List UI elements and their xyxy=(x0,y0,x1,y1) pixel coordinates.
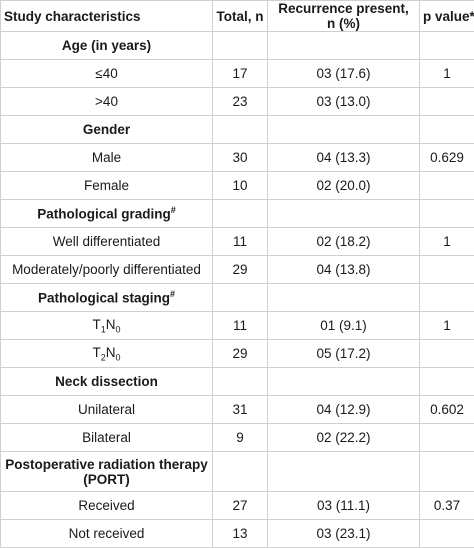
stage-t: T xyxy=(92,317,100,332)
table-row: T1N0 11 01 (9.1) 1 xyxy=(1,312,474,340)
header-recurrence-line2: n (%) xyxy=(327,16,360,31)
row-p-value xyxy=(420,340,474,368)
section-row: Gender xyxy=(1,116,474,144)
row-label: Bilateral xyxy=(1,424,213,452)
table-header-row: Study characteristics Total, n Recurrenc… xyxy=(1,1,474,32)
row-recurrence: 04 (13.8) xyxy=(268,256,420,284)
row-label: Unilateral xyxy=(1,396,213,424)
footnote-mark: # xyxy=(171,205,176,215)
row-total: 23 xyxy=(213,88,268,116)
section-row: Neck dissection xyxy=(1,368,474,396)
row-p-value xyxy=(420,424,474,452)
row-recurrence: 02 (20.0) xyxy=(268,172,420,200)
row-label: Not received xyxy=(1,520,213,548)
row-total: 9 xyxy=(213,424,268,452)
row-label: Male xyxy=(1,144,213,172)
section-title-age: Age (in years) xyxy=(1,32,213,60)
table-row: Received 27 03 (11.1) 0.37 xyxy=(1,492,474,520)
row-total: 11 xyxy=(213,228,268,256)
section-title-port: Postoperative radiation therapy (PORT) xyxy=(1,452,213,492)
row-label: Well differentiated xyxy=(1,228,213,256)
table-row: ≤40 17 03 (17.6) 1 xyxy=(1,60,474,88)
row-recurrence: 04 (12.9) xyxy=(268,396,420,424)
header-study-characteristics: Study characteristics xyxy=(1,1,213,32)
stage-t: T xyxy=(92,345,100,360)
row-p-value xyxy=(420,520,474,548)
row-label: >40 xyxy=(1,88,213,116)
row-label: Received xyxy=(1,492,213,520)
row-total: 27 xyxy=(213,492,268,520)
table-row: Bilateral 9 02 (22.2) xyxy=(1,424,474,452)
row-recurrence: 05 (17.2) xyxy=(268,340,420,368)
table-row: >40 23 03 (13.0) xyxy=(1,88,474,116)
row-total: 10 xyxy=(213,172,268,200)
row-p-value: 0.37 xyxy=(420,492,474,520)
row-total: 17 xyxy=(213,60,268,88)
row-p-value xyxy=(420,88,474,116)
row-p-value xyxy=(420,256,474,284)
row-p-value xyxy=(420,172,474,200)
row-p-value: 0.629 xyxy=(420,144,474,172)
row-recurrence: 02 (22.2) xyxy=(268,424,420,452)
section-title-text: Pathological staging xyxy=(38,291,170,306)
section-title-grading: Pathological grading# xyxy=(1,200,213,228)
header-recurrence-line1: Recurrence present, xyxy=(278,1,409,16)
table-row: Not received 13 03 (23.1) xyxy=(1,520,474,548)
stage-n: N xyxy=(106,317,116,332)
row-recurrence: 03 (13.0) xyxy=(268,88,420,116)
row-label: Moderately/poorly differentiated xyxy=(1,256,213,284)
row-total: 29 xyxy=(213,340,268,368)
row-total: 29 xyxy=(213,256,268,284)
header-recurrence: Recurrence present, n (%) xyxy=(268,1,420,32)
section-row: Postoperative radiation therapy (PORT) xyxy=(1,452,474,492)
row-p-value: 1 xyxy=(420,312,474,340)
row-label: T2N0 xyxy=(1,340,213,368)
section-title-staging: Pathological staging# xyxy=(1,284,213,312)
row-label: Female xyxy=(1,172,213,200)
row-p-value: 1 xyxy=(420,60,474,88)
row-total: 30 xyxy=(213,144,268,172)
section-row: Pathological grading# xyxy=(1,200,474,228)
row-recurrence: 03 (23.1) xyxy=(268,520,420,548)
table-row: T2N0 29 05 (17.2) xyxy=(1,340,474,368)
row-recurrence: 01 (9.1) xyxy=(268,312,420,340)
row-total: 11 xyxy=(213,312,268,340)
row-recurrence: 03 (11.1) xyxy=(268,492,420,520)
table-row: Moderately/poorly differentiated 29 04 (… xyxy=(1,256,474,284)
row-recurrence: 03 (17.6) xyxy=(268,60,420,88)
section-title-gender: Gender xyxy=(1,116,213,144)
footnote-mark: # xyxy=(170,289,175,299)
table-row: Unilateral 31 04 (12.9) 0.602 xyxy=(1,396,474,424)
table-row: Female 10 02 (20.0) xyxy=(1,172,474,200)
stage-n: N xyxy=(106,345,116,360)
header-total: Total, n xyxy=(213,1,268,32)
row-recurrence: 02 (18.2) xyxy=(268,228,420,256)
table-row: Well differentiated 11 02 (18.2) 1 xyxy=(1,228,474,256)
row-label: T1N0 xyxy=(1,312,213,340)
section-title-text: Pathological grading xyxy=(37,207,171,222)
row-label: ≤40 xyxy=(1,60,213,88)
row-p-value: 0.602 xyxy=(420,396,474,424)
header-p-value: p value* xyxy=(420,1,474,32)
table-row: Male 30 04 (13.3) 0.629 xyxy=(1,144,474,172)
stage-n-sub: 0 xyxy=(116,352,121,362)
row-total: 13 xyxy=(213,520,268,548)
row-p-value: 1 xyxy=(420,228,474,256)
section-row: Age (in years) xyxy=(1,32,474,60)
row-recurrence: 04 (13.3) xyxy=(268,144,420,172)
section-title-neck-dissection: Neck dissection xyxy=(1,368,213,396)
stage-n-sub: 0 xyxy=(116,324,121,334)
row-total: 31 xyxy=(213,396,268,424)
section-row: Pathological staging# xyxy=(1,284,474,312)
